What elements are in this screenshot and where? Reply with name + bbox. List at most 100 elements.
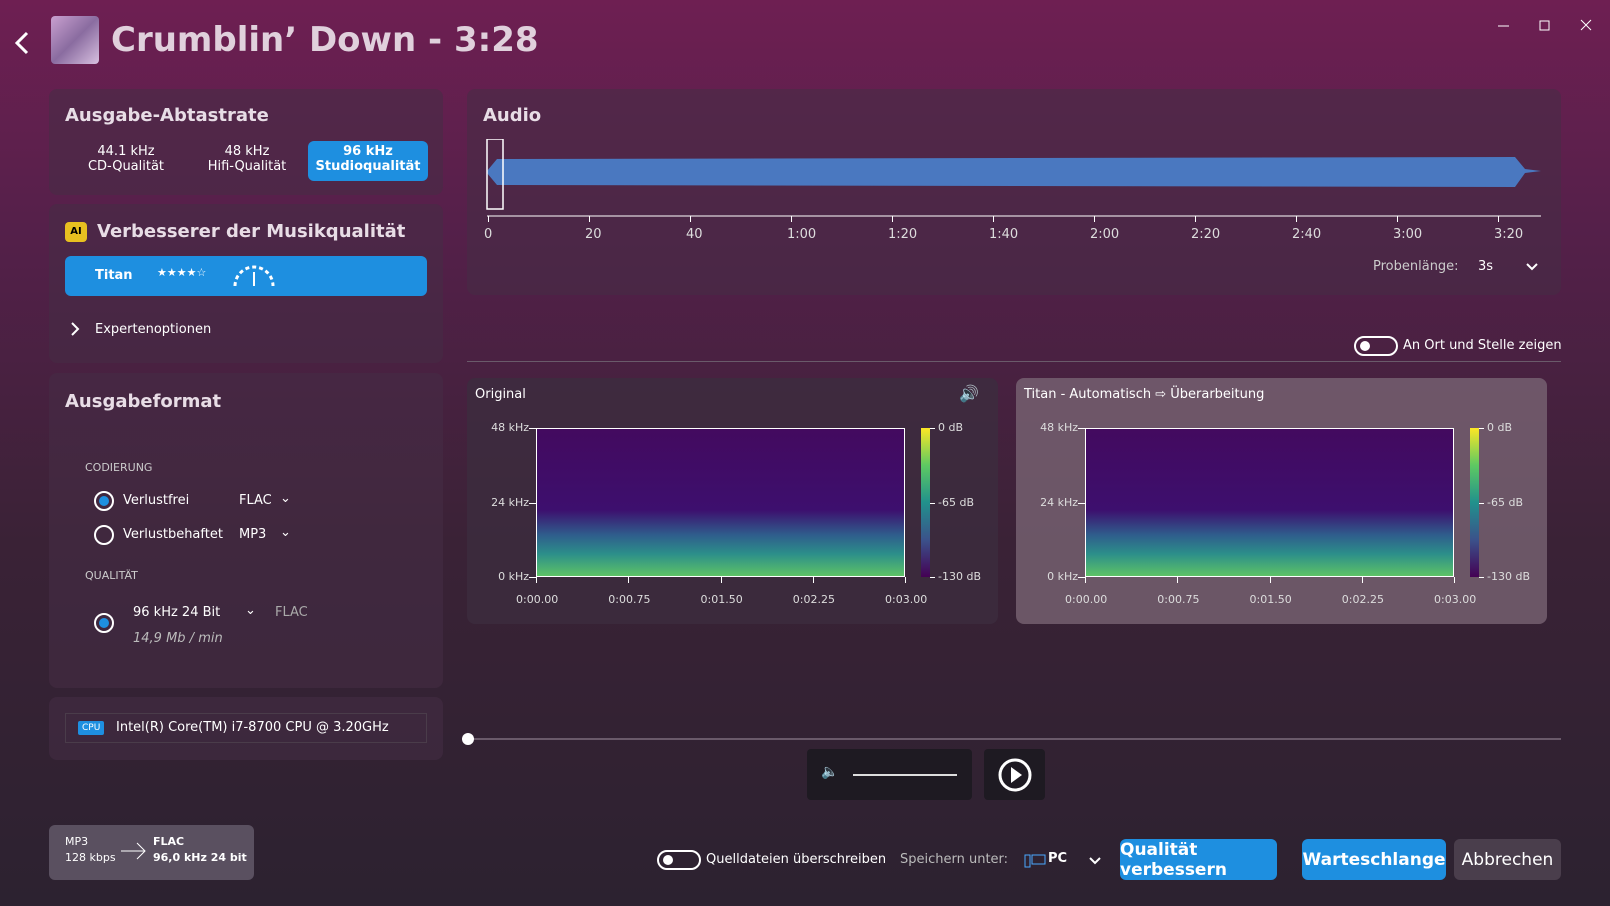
section-label: QUALITÄT — [85, 569, 138, 582]
time-tick-label: 40 — [686, 227, 703, 242]
cpu-panel: CPU Intel(R) Core(TM) i7-8700 CPU @ 3.20… — [49, 697, 443, 760]
db-tick-label: -65 dB — [1487, 495, 1523, 509]
quality-dropdown[interactable]: 96 kHz 24 Bit — [133, 605, 221, 620]
time-tick-label: 0:00.75 — [608, 593, 651, 606]
radio-lossless[interactable] — [94, 491, 114, 511]
divider — [467, 361, 1561, 362]
time-tick-label: 3:00 — [1393, 227, 1423, 242]
save-target[interactable]: PC — [1048, 851, 1068, 866]
cancel-button[interactable]: Abbrechen — [1454, 839, 1561, 880]
back-button[interactable] — [12, 30, 32, 56]
rate-option[interactable]: 96 kHz Studioqualität — [308, 141, 428, 181]
db-tick-label: 0 dB — [938, 421, 964, 434]
tick-mark — [628, 577, 630, 583]
tick-mark — [930, 428, 935, 429]
tick-mark — [720, 577, 722, 583]
save-label: Speichern unter: — [900, 852, 1009, 867]
track-title: Crumblin’ Down - 3:28 — [111, 20, 539, 60]
cpu-badge: CPU — [78, 721, 105, 735]
spectrogram-panel: Original 🔊 48 kHz 24 kHz 0 kHz 0 dB -65 dB -130… — [467, 378, 998, 624]
format-dropdown[interactable]: MP3 — [239, 527, 267, 542]
format-dropdown[interactable]: FLAC — [239, 493, 272, 508]
radio-quality[interactable] — [94, 613, 114, 633]
inplace-toggle[interactable] — [1354, 336, 1398, 356]
time-tick-label: 0:00.00 — [516, 593, 559, 606]
tick-mark — [1195, 216, 1196, 222]
sample-rate-panel: Ausgabe-Abtastrate 44.1 kHz CD-Qualität 48… — [49, 89, 443, 195]
tick-mark — [536, 577, 537, 583]
tick-mark — [690, 216, 691, 222]
spectrogram — [536, 428, 905, 577]
tick-mark — [1094, 216, 1095, 222]
time-tick-label: 0:01.50 — [1249, 593, 1292, 606]
panel-title: Audio — [483, 105, 542, 126]
window-controls[interactable] — [1496, 16, 1596, 36]
expert-options[interactable]: Expertenoptionen — [95, 322, 212, 337]
time-tick-label: 3:20 — [1494, 227, 1524, 242]
chevron — [1089, 857, 1101, 865]
tick-mark — [1479, 428, 1484, 429]
volume-control[interactable]: 🔈 — [807, 749, 972, 800]
seek-bar[interactable] — [467, 738, 1561, 740]
tick-mark — [993, 216, 994, 222]
rate-option[interactable]: 44.1 kHz CD-Qualität — [66, 141, 186, 181]
freq-tick-label: 48 kHz — [491, 421, 529, 434]
time-tick-label: 1:40 — [989, 227, 1019, 242]
to-format: FLAC — [153, 835, 185, 848]
freq-tick-label: 0 kHz — [498, 570, 529, 583]
section-label: CODIERUNG — [85, 461, 153, 474]
tick-mark — [905, 577, 906, 583]
panel-title: Verbesserer der Musikqualität — [97, 221, 406, 242]
db-tick-label: 0 dB — [1487, 421, 1513, 434]
rate-value: 96 kHz — [343, 144, 393, 159]
cpu-selector[interactable]: CPU Intel(R) Core(TM) i7-8700 CPU @ 3.20… — [65, 713, 427, 743]
tick-mark — [1269, 577, 1271, 583]
to-detail: 96,0 kHz 24 bit — [153, 851, 247, 864]
album-art — [51, 16, 99, 64]
time-tick-label: 0 — [484, 227, 493, 242]
panel-title: Titan - Automatisch ⇨ Überarbeitung — [1024, 387, 1265, 402]
tick-mark — [488, 216, 489, 222]
speaker-icon[interactable]: 🔊 — [959, 384, 979, 403]
rate-value: 44.1 kHz — [97, 144, 155, 159]
rate-option[interactable]: 48 kHz Hifi-Qualität — [187, 141, 307, 181]
enhance-button[interactable]: Qualität verbessern — [1120, 839, 1277, 880]
volume-slider[interactable] — [853, 774, 957, 776]
tick-mark — [1078, 577, 1085, 578]
time-tick-label: 20 — [585, 227, 602, 242]
time-tick-label: 0:03.00 — [885, 593, 928, 606]
sample-length-dropdown[interactable]: 3s — [1478, 259, 1494, 274]
chevron: ⌄ — [245, 603, 256, 618]
sample-length-label: Probenlänge: — [1373, 259, 1459, 274]
waveform — [486, 139, 1541, 217]
file-size: 14,9 Mb / min — [133, 631, 223, 646]
seek-thumb[interactable] — [462, 733, 474, 745]
radio-lossy[interactable] — [94, 525, 114, 545]
tick-mark — [529, 577, 536, 578]
overwrite-toggle[interactable] — [657, 850, 701, 870]
panel-title: Ausgabe-Abtastrate — [65, 105, 269, 126]
tick-mark — [791, 216, 792, 222]
queue-button[interactable]: Warteschlange — [1302, 839, 1446, 880]
rate-value: 48 kHz — [224, 144, 270, 159]
chevron — [71, 322, 80, 336]
chevron: ⌄ — [280, 525, 291, 540]
model-name: Titan — [95, 268, 133, 283]
time-tick-label: 0:02.25 — [1341, 593, 1384, 606]
play-button[interactable] — [984, 749, 1045, 800]
tick-mark — [1177, 577, 1179, 583]
tick-mark — [1479, 502, 1484, 504]
tick-mark — [529, 428, 536, 429]
rate-label: CD-Qualität — [87, 159, 165, 174]
model-selector[interactable]: Titan ★★★★☆ — [65, 256, 427, 296]
time-tick-label: 0:01.50 — [700, 593, 743, 606]
tick-mark — [589, 216, 590, 222]
chevron: ⌄ — [280, 491, 291, 506]
conversion-summary: MP3 128 kbps FLAC 96,0 kHz 24 bit — [49, 825, 254, 880]
tick-mark — [1479, 577, 1484, 578]
option-label: Verlustfrei — [123, 493, 190, 508]
play-icon — [998, 758, 1032, 792]
tick-mark — [1454, 577, 1455, 583]
spectrogram — [1085, 428, 1454, 577]
